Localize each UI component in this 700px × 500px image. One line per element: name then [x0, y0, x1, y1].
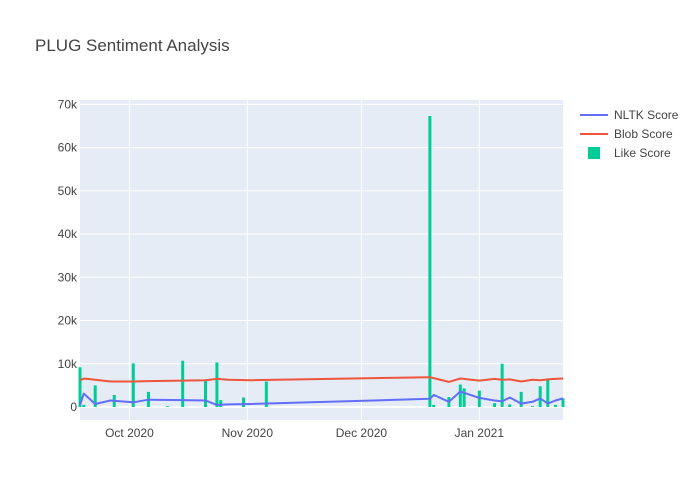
- chart-title: PLUG Sentiment Analysis: [35, 36, 230, 55]
- gridlines: [80, 100, 563, 420]
- x-tick-label: Oct 2020: [105, 426, 154, 440]
- y-tick-label: 60k: [58, 141, 78, 155]
- like-score-bar: [131, 363, 135, 408]
- like-score-bar: [264, 381, 268, 408]
- like-score-bar: [519, 391, 523, 408]
- legend-label-nltk-score: NLTK Score: [614, 108, 679, 122]
- legend[interactable]: NLTK Score Blob Score Like Score: [580, 108, 679, 160]
- y-tick-label: 50k: [58, 184, 78, 198]
- y-tick-label: 40k: [58, 227, 78, 241]
- like-score-bar: [493, 403, 497, 408]
- like-score-bar: [215, 362, 219, 408]
- like-score-bar: [508, 404, 512, 408]
- like-score-bar: [428, 116, 432, 408]
- legend-label-blob-score: Blob Score: [614, 127, 673, 141]
- legend-swatch-like-score: [588, 147, 600, 159]
- nltk-score-line: [79, 390, 564, 406]
- like-score-bar: [500, 363, 504, 408]
- like-score-bar: [432, 404, 436, 408]
- like-score-bar: [458, 384, 462, 408]
- legend-label-like-score: Like Score: [614, 146, 671, 160]
- like-score-bar: [531, 406, 535, 408]
- y-tick-label: 20k: [58, 314, 78, 328]
- like-score-bar: [561, 398, 565, 408]
- like-score-bar: [538, 386, 542, 408]
- blob-score-line: [79, 376, 564, 383]
- like-score-bar: [165, 406, 169, 408]
- like-score-bar: [546, 378, 550, 408]
- like-score-bar: [219, 400, 223, 408]
- like-score-bar: [204, 379, 208, 408]
- like-score-bar: [462, 388, 466, 408]
- like-score-bar: [181, 360, 185, 408]
- x-axis-ticks: Oct 2020 Nov 2020 Dec 2020 Jan 2021: [105, 426, 504, 440]
- like-score-bars: [78, 116, 565, 408]
- y-tick-label: 0: [70, 400, 77, 414]
- like-score-bar: [82, 404, 86, 408]
- like-score-bar: [242, 397, 246, 408]
- x-tick-label: Nov 2020: [222, 426, 274, 440]
- like-score-bar: [93, 385, 97, 408]
- like-score-bar: [78, 367, 82, 408]
- y-axis-ticks: 0 10k 20k 30k 40k 50k 60k 70k: [58, 97, 78, 414]
- x-tick-label: Dec 2020: [336, 426, 388, 440]
- like-score-bar: [553, 404, 557, 408]
- y-tick-label: 10k: [58, 357, 78, 371]
- y-tick-label: 70k: [58, 97, 78, 111]
- plot-area: [80, 100, 563, 420]
- x-tick-label: Jan 2021: [455, 426, 505, 440]
- sentiment-lines: [79, 376, 564, 406]
- y-tick-label: 30k: [58, 270, 78, 284]
